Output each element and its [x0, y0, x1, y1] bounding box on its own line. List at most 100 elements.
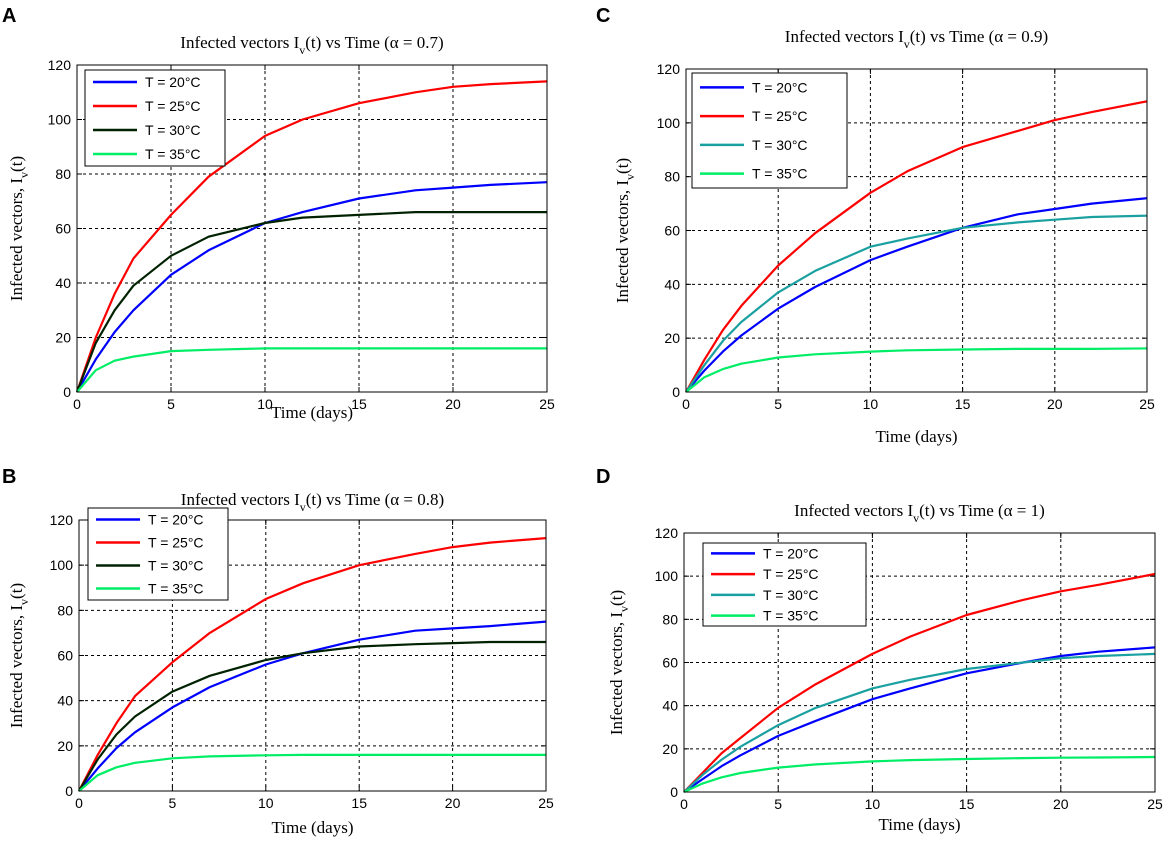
panel-letter-a: A	[2, 5, 16, 27]
x-tick-label: 25	[538, 795, 554, 811]
x-tick-label: 10	[863, 396, 879, 412]
y-tick-label: 100	[50, 557, 74, 573]
legend-box	[691, 72, 848, 189]
x-tick-label: 5	[774, 396, 782, 412]
x-axis-label-a: Time (days)	[271, 403, 353, 422]
legend-label: T = 30°C	[145, 122, 201, 138]
y-tick-label: 120	[50, 512, 74, 528]
x-axis-label-d: Time (days)	[878, 815, 960, 834]
series-line-a-1	[75, 80, 548, 393]
x-tick-label: 15	[351, 396, 367, 412]
series-line-b-1	[78, 537, 547, 792]
x-tick-label: 0	[680, 796, 688, 812]
y-tick-label: 80	[55, 166, 71, 182]
legend-label: T = 20°C	[752, 79, 808, 95]
x-axis-label-b: Time (days)	[271, 818, 353, 837]
y-tick-label: 60	[662, 655, 678, 671]
panel-letter-c: C	[596, 5, 610, 27]
legend-label: T = 35°C	[763, 608, 819, 624]
y-tick-label: 0	[65, 783, 73, 799]
y-tick-label: 60	[55, 221, 71, 237]
chart-title-a: Infected vectors Iv(t) vs Time (α = 0.7)	[180, 33, 443, 57]
legend-box	[84, 69, 226, 167]
panel-letter-d: D	[596, 466, 610, 488]
y-tick-label: 60	[664, 223, 680, 239]
series-line-c-1	[685, 100, 1148, 393]
x-tick-label: 10	[865, 796, 881, 812]
y-tick-label: 40	[664, 276, 680, 292]
x-tick-label: 0	[73, 396, 81, 412]
y-axis-label-d: Infected vectors, Iv(t)	[607, 590, 631, 735]
x-axis-label-c: Time (days)	[875, 427, 957, 446]
legend-label: T = 25°C	[145, 98, 201, 114]
series-line-c-3	[685, 347, 1148, 393]
x-tick-label: 20	[1053, 796, 1069, 812]
chart-title-b: Infected vectors Iv(t) vs Time (α = 0.8)	[181, 490, 444, 514]
series-line-d-2	[683, 652, 1156, 793]
legend-d: T = 20°C T = 25°C T = 30°C T = 35°C	[702, 542, 867, 627]
y-axis-label-a: Infected vectors, Iv(t)	[7, 156, 31, 301]
legend-label: T = 35°C	[752, 166, 808, 182]
x-tick-label: 20	[445, 795, 461, 811]
series-line-a-2	[75, 211, 547, 393]
y-tick-label: 100	[657, 115, 681, 131]
y-tick-label: 20	[662, 741, 678, 757]
chart-title-d: Infected vectors Iv(t) vs Time (α = 1)	[794, 501, 1045, 525]
legend-label: T = 35°C	[145, 146, 201, 162]
legend-label: T = 35°C	[148, 581, 204, 597]
y-tick-label: 60	[57, 648, 73, 664]
x-tick-label: 5	[169, 795, 177, 811]
series-line-b-0	[78, 620, 547, 792]
y-axis-label-c: Infected vectors, Iv(t)	[613, 158, 637, 303]
series-line-d-0	[683, 646, 1156, 793]
panel-a: 0 5 10 15 20 25 0 20 40 60 80 100 120 Infected vector…	[2, 5, 555, 422]
y-tick-label: 20	[57, 738, 73, 754]
y-tick-label: 20	[55, 330, 71, 346]
legend-a: T = 20°C T = 25°C T = 30°C T = 35°C	[84, 69, 226, 167]
legend-label: T = 25°C	[148, 535, 204, 551]
legend-label: T = 20°C	[145, 74, 201, 90]
y-tick-label: 20	[664, 330, 680, 346]
x-tick-label: 5	[774, 796, 782, 812]
legend-b: T = 20°C T = 25°C T = 30°C T = 35°C	[87, 507, 229, 601]
series-line-c-2	[685, 214, 1148, 393]
y-tick-label: 80	[57, 602, 73, 618]
y-tick-label: 120	[657, 61, 681, 77]
panel-letter-b: B	[2, 466, 16, 488]
legend-label: T = 25°C	[752, 108, 808, 124]
legend-box	[87, 507, 229, 601]
legend-label: T = 25°C	[763, 566, 819, 582]
y-tick-label: 120	[48, 57, 72, 73]
x-tick-label: 15	[955, 396, 971, 412]
y-tick-label: 100	[48, 112, 72, 128]
x-tick-label: 5	[167, 396, 175, 412]
series-line-d-1	[683, 572, 1156, 793]
chart-title-c: Infected vectors Iv(t) vs Time (α = 0.9)	[785, 27, 1048, 51]
x-tick-label: 25	[539, 396, 555, 412]
panel-d: 0 5 10 15 20 25 0 20 40 60 80 100 120 Infected vector…	[596, 466, 1163, 834]
y-tick-label: 40	[55, 275, 71, 291]
legend-label: T = 30°C	[752, 137, 808, 153]
y-tick-label: 100	[655, 568, 679, 584]
legend-label: T = 30°C	[148, 558, 204, 574]
series-line-b-2	[78, 640, 546, 792]
x-tick-label: 10	[258, 795, 274, 811]
legend-box	[702, 542, 867, 627]
y-tick-label: 0	[63, 384, 71, 400]
series-line-d-3	[683, 755, 1156, 794]
x-tick-label: 0	[75, 795, 83, 811]
y-axis-label-b: Infected vectors, Iv(t)	[7, 583, 31, 728]
y-tick-label: 40	[662, 698, 678, 714]
x-tick-label: 20	[1047, 396, 1063, 412]
x-tick-label: 0	[682, 396, 690, 412]
y-tick-label: 120	[655, 525, 679, 541]
series-line-c-0	[685, 197, 1148, 393]
x-tick-label: 10	[257, 396, 273, 412]
y-tick-label: 40	[57, 693, 73, 709]
legend-label: T = 30°C	[763, 587, 819, 603]
legend-c: T = 20°C T = 25°C T = 30°C T = 35°C	[691, 72, 848, 189]
x-tick-label: 25	[1147, 796, 1163, 812]
y-tick-label: 0	[672, 384, 680, 400]
panel-c: 0 5 10 15 20 25 0 20 40 60 80 100 120 Infected vector…	[596, 5, 1155, 446]
